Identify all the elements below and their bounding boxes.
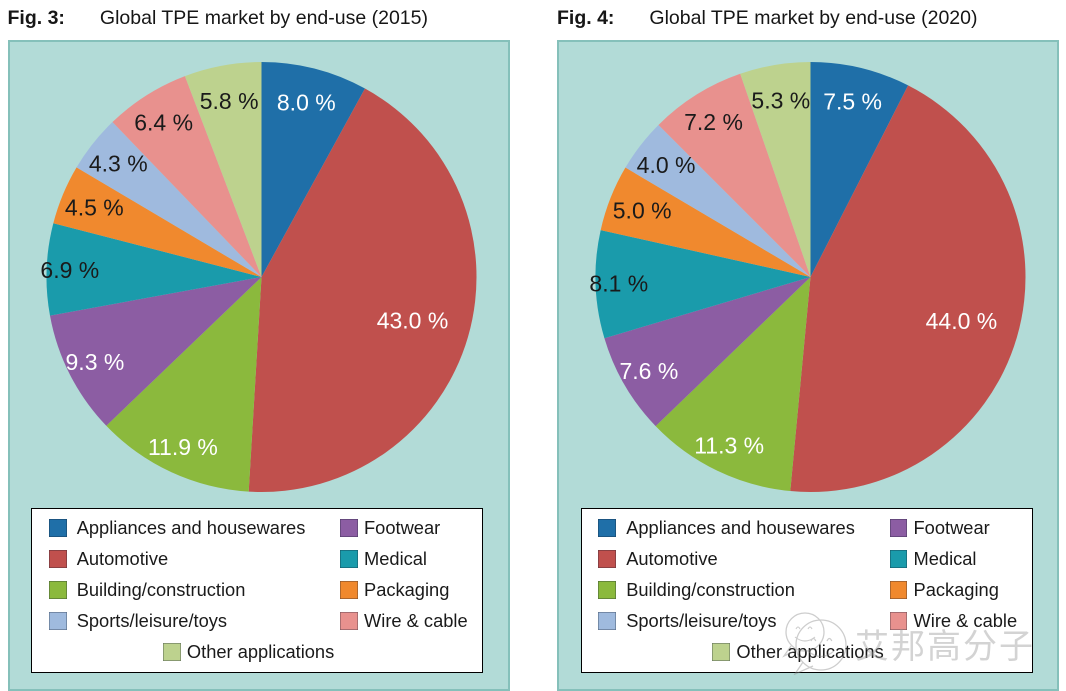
svg-text:7.6 %: 7.6 % xyxy=(619,358,678,384)
svg-text:7.2 %: 7.2 % xyxy=(684,109,743,135)
svg-text:4.5 %: 4.5 % xyxy=(64,195,123,221)
svg-text:6.9 %: 6.9 % xyxy=(40,257,99,283)
svg-text:9.3 %: 9.3 % xyxy=(65,349,124,375)
svg-text:11.9 %: 11.9 % xyxy=(147,434,217,460)
svg-text:8.0 %: 8.0 % xyxy=(276,89,335,115)
svg-text:5.3 %: 5.3 % xyxy=(751,88,810,114)
svg-text:44.0 %: 44.0 % xyxy=(926,308,998,334)
svg-text:7.5 %: 7.5 % xyxy=(823,89,882,115)
svg-text:43.0 %: 43.0 % xyxy=(376,308,448,334)
svg-text:5.8 %: 5.8 % xyxy=(199,88,258,114)
svg-text:6.4 %: 6.4 % xyxy=(134,110,193,136)
svg-text:8.1 %: 8.1 % xyxy=(589,271,648,297)
svg-text:5.0 %: 5.0 % xyxy=(613,197,672,223)
svg-text:4.3 %: 4.3 % xyxy=(88,151,147,177)
svg-text:11.3 %: 11.3 % xyxy=(694,433,764,459)
svg-text:4.0 %: 4.0 % xyxy=(637,152,696,178)
